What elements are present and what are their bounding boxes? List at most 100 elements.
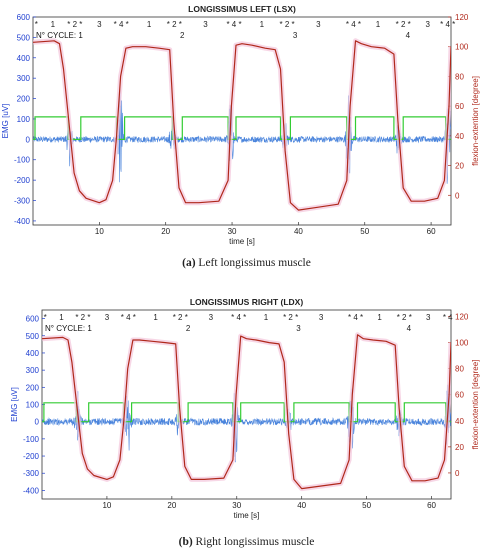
- caption-left-text: Left longissimus muscle: [198, 257, 311, 269]
- chart1-x-tick-label: 10: [102, 501, 111, 510]
- chart0-phase-label: * 2 *: [167, 20, 182, 29]
- chart1-emg-series-line: [42, 384, 451, 463]
- chart0-x-tick-label: 50: [360, 227, 369, 236]
- chart0-x-tick-label: 30: [228, 227, 237, 236]
- caption-left-tag: (a): [182, 257, 196, 269]
- chart0-y-left-tick-label: -100: [14, 156, 31, 165]
- chart1-x-tick-label: 30: [232, 501, 241, 510]
- chart1-x-tick-label: 50: [362, 501, 371, 510]
- chart-right-longissimus: LONGISSIMUS RIGHT (LDX)10 20 30 40 50 60time …: [10, 297, 480, 520]
- chart0-phase-label: * 2 *: [396, 20, 411, 29]
- caption-left: (a) Left longissimus muscle: [0, 257, 493, 269]
- chart1-angle-series-line: [42, 334, 451, 490]
- chart0-cycle-label: N° CYCLE: 1: [36, 31, 83, 40]
- chart1-phase-label: * 2 *: [397, 313, 412, 322]
- chart0-y-right-tick-label: 100: [455, 43, 469, 52]
- chart1-phase-label: 1: [264, 313, 269, 322]
- chart1-cycle-number: 2: [186, 324, 191, 333]
- chart1-y-left-tick-label: 600: [26, 315, 40, 324]
- chart1-y-left-tick-label: -400: [23, 486, 40, 495]
- chart0-y-right-tick-label: 80: [455, 72, 464, 81]
- chart1-y-left-tick-label: 200: [26, 383, 40, 392]
- chart0-phase-label: 1: [376, 20, 381, 29]
- chart1-y-right-tick-label: 20: [455, 443, 464, 452]
- chart0-phase-label: * 4 *: [440, 20, 455, 29]
- chart1-phase-label: 3: [209, 313, 214, 322]
- chart0-y-left-tick-label: 300: [17, 74, 31, 83]
- chart0-phase-marker-line: [33, 116, 451, 141]
- chart1-phase-label: 3: [319, 313, 324, 322]
- chart1-y-right-tick-label: 80: [455, 365, 464, 374]
- chart1-phase-label: * 2 *: [173, 313, 188, 322]
- chart0-phase-label: 1: [147, 20, 152, 29]
- caption-right: (b) Right longissimus muscle: [0, 536, 493, 548]
- chart1-phase-label: * 4 *: [231, 313, 246, 322]
- chart0-x-tick-label: 20: [161, 227, 170, 236]
- chart0-y-right-tick-label: 120: [455, 13, 469, 22]
- chart1-y-left-axis-label: EMG [uV]: [10, 387, 19, 422]
- chart0-phase-label: 1: [260, 20, 265, 29]
- chart0-x-tick-label: 60: [427, 227, 436, 236]
- chart1-y-right-axis-label: flexion-extention [degree]: [471, 360, 480, 450]
- chart0-y-right-tick-label: 60: [455, 102, 464, 111]
- chart1-y-left-tick-label: 500: [26, 332, 40, 341]
- chart1-phase-label: 1: [59, 313, 64, 322]
- chart1-title: LONGISSIMUS RIGHT (LDX): [190, 297, 304, 307]
- chart1-phase-marker-line: [42, 402, 451, 423]
- chart0-emg-series-line: [33, 88, 451, 184]
- chart0-phase-label: * 2 *: [67, 20, 82, 29]
- chart0-phase-label: * 4 *: [114, 20, 129, 29]
- chart0-y-left-tick-label: 600: [17, 13, 31, 22]
- chart0-y-right-tick-label: 0: [455, 191, 460, 200]
- chart1-cycle-number: 4: [407, 324, 412, 333]
- chart1-x-tick-label: 40: [297, 501, 306, 510]
- chart1-phase-label: 3: [105, 313, 110, 322]
- caption-right-tag: (b): [178, 536, 193, 548]
- chart1-phase-label: * 4 *: [348, 313, 363, 322]
- chart0-phase-label: * 4 *: [346, 20, 361, 29]
- chart1-y-left-tick-label: 100: [26, 401, 40, 410]
- chart0-y-right-tick-label: 40: [455, 132, 464, 141]
- chart1-phase-label: * 4: [443, 313, 453, 322]
- chart0-phase-label: *: [35, 20, 38, 29]
- chart1-angle-halo: [42, 332, 451, 492]
- chart1-plot-area: [42, 332, 451, 492]
- chart0-y-left-tick-label: 100: [17, 115, 31, 124]
- chart1-phase-label: *: [44, 313, 47, 322]
- chart0-x-axis-label: time [s]: [229, 237, 255, 246]
- chart1-x-tick-label: 20: [167, 501, 176, 510]
- chart0-y-left-tick-label: -400: [14, 217, 31, 226]
- chart1-cycle-number: 3: [296, 324, 301, 333]
- chart0-y-left-tick-label: -200: [14, 176, 31, 185]
- chart0-angle-halo: [33, 38, 451, 213]
- chart1-y-right-tick-label: 0: [455, 469, 460, 478]
- chart0-cycle-number: 3: [293, 31, 298, 40]
- chart1-y-right-tick-label: 40: [455, 417, 464, 426]
- chart1-y-left-tick-label: -100: [23, 435, 40, 444]
- chart1-y-right-tick-label: 60: [455, 391, 464, 400]
- chart0-y-left-tick-label: 200: [17, 95, 31, 104]
- chart1-phase-label: 1: [153, 313, 158, 322]
- chart0-phase-label: 3: [97, 20, 102, 29]
- chart0-plot-frame: [32, 16, 452, 226]
- chart1-phase-label: 1: [377, 313, 382, 322]
- chart0-x-tick-label: 10: [95, 227, 104, 236]
- chart0-y-left-tick-label: 500: [17, 33, 31, 42]
- chart0-cycle-number: 2: [180, 31, 185, 40]
- chart0-title: LONGISSIMUS LEFT (LSX): [188, 4, 296, 14]
- chart1-phase-label: * 2 *: [283, 313, 298, 322]
- chart1-y-left-tick-label: 300: [26, 366, 40, 375]
- chart1-phase-label: * 4 *: [121, 313, 136, 322]
- chart0-x-tick-label: 40: [294, 227, 303, 236]
- chart0-phase-label: 1: [51, 20, 56, 29]
- chart1-x-tick-label: 60: [427, 501, 436, 510]
- chart0-phase-label: 3: [203, 20, 208, 29]
- chart1-y-left-tick-label: 400: [26, 349, 40, 358]
- chart0-y-left-tick-label: 0: [26, 135, 31, 144]
- chart0-angle-series-line: [33, 40, 451, 211]
- chart1-phase-label: * 2 *: [75, 313, 90, 322]
- chart1-y-right-tick-label: 100: [455, 339, 469, 348]
- chart0-y-right-tick-label: 20: [455, 162, 464, 171]
- chart1-y-left-tick-label: -200: [23, 452, 40, 461]
